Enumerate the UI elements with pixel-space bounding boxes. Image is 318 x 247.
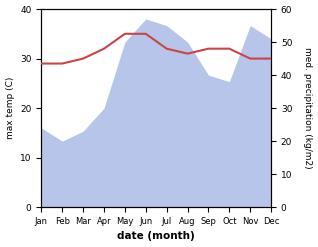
X-axis label: date (month): date (month) — [117, 231, 195, 242]
Y-axis label: max temp (C): max temp (C) — [5, 77, 15, 139]
Y-axis label: med. precipitation (kg/m2): med. precipitation (kg/m2) — [303, 47, 313, 169]
